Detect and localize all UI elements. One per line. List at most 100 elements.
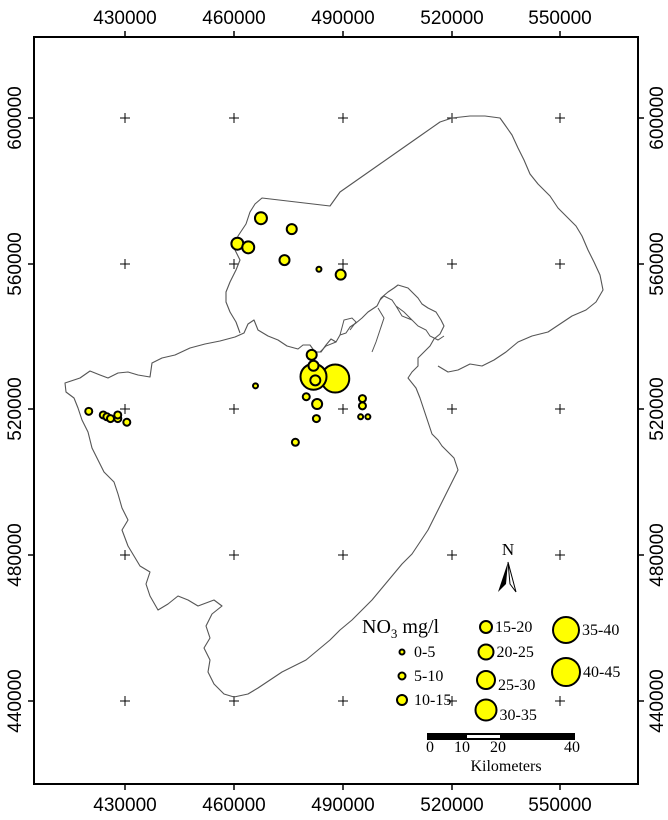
sample-point <box>241 240 256 255</box>
scale-unit: Kilometers <box>470 758 541 775</box>
legend-label: 5-10 <box>414 668 443 685</box>
grid-cross-icon <box>229 113 239 123</box>
x-tick-label-top: 430000 <box>93 8 156 29</box>
sample-point <box>290 437 300 447</box>
scale-bar-segment <box>467 735 500 738</box>
grid-cross-icon <box>555 550 565 560</box>
north-label: N <box>502 540 514 559</box>
legend-symbol-icon <box>396 694 408 706</box>
scale-label-20: 20 <box>490 739 506 756</box>
x-tick-label-top: 490000 <box>311 8 374 29</box>
grid-cross-icon <box>447 259 457 269</box>
x-tick-label-bottom: 550000 <box>528 795 591 816</box>
sample-point <box>305 348 318 361</box>
x-tick-label-top: 520000 <box>420 8 483 29</box>
sample-point <box>301 392 311 402</box>
grid-cross-icon <box>229 696 239 706</box>
x-axis-top: 430000 460000 490000 520000 550000 <box>93 8 592 37</box>
legend-label: 40-45 <box>583 664 620 681</box>
legend-label: 15-20 <box>495 619 532 636</box>
grid-cross-icon <box>338 259 348 269</box>
legend-symbol-icon <box>479 620 493 634</box>
grid-cross-icon <box>555 696 565 706</box>
sample-point <box>315 265 323 273</box>
sample-point <box>113 410 123 420</box>
north-arrow-left-half-icon <box>498 562 508 592</box>
y-tick-label-right: 600000 <box>647 86 668 149</box>
legend: NO3 mg/l 0-5 5-10 10-15 15-20 20-25 25-30 30-3… <box>362 616 620 724</box>
x-tick-label-bottom: 460000 <box>202 795 265 816</box>
sample-point <box>122 417 132 427</box>
sample-point <box>357 401 367 411</box>
scale-label-0: 0 <box>426 739 434 756</box>
sample-point <box>334 268 347 281</box>
x-tick-label-bottom: 520000 <box>420 795 483 816</box>
grid-cross-icon <box>338 404 348 414</box>
scale-label-40: 40 <box>564 739 580 756</box>
sample-point <box>84 406 94 416</box>
y-tick-label-right: 480000 <box>647 523 668 586</box>
x-tick-label-top: 550000 <box>528 8 591 29</box>
y-tick-label-left: 520000 <box>5 377 26 440</box>
north-arrow: N <box>498 540 517 593</box>
y-axis-right: 600000 560000 520000 480000 440000 <box>638 86 668 733</box>
legend-symbol-icon <box>552 616 580 644</box>
y-tick-label-right: 520000 <box>647 377 668 440</box>
sample-point <box>106 414 115 424</box>
grid-cross-icon <box>555 259 565 269</box>
legend-label: 0-5 <box>414 644 435 661</box>
north-arrow-right-half-icon <box>507 561 517 593</box>
sample-point <box>357 394 367 404</box>
grid-cross-icon <box>229 259 239 269</box>
sample-point <box>278 254 291 267</box>
nitrate-sample-points <box>84 211 372 447</box>
grid-cross-icon <box>120 113 130 123</box>
sample-point <box>252 382 259 390</box>
grid-cross-icon <box>338 550 348 560</box>
scale-bar: 0 10 20 40 Kilometers <box>426 733 580 775</box>
map-frame <box>33 36 639 785</box>
legend-label: 10-15 <box>414 692 451 709</box>
y-axis-left: 600000 560000 520000 480000 440000 <box>5 86 34 733</box>
y-tick-label-left: 440000 <box>5 669 26 732</box>
legend-symbol-icon <box>476 670 496 690</box>
grid-cross-icon <box>555 404 565 414</box>
sample-point <box>309 374 322 387</box>
legend-symbol-icon <box>397 671 407 681</box>
y-tick-label-left: 560000 <box>5 232 26 295</box>
legend-label: 25-30 <box>498 677 535 694</box>
grid-cross-icon <box>338 696 348 706</box>
inlet-detail <box>319 295 445 353</box>
grid-cross-icon <box>120 404 130 414</box>
sample-point <box>364 413 372 421</box>
y-tick-label-right: 560000 <box>647 232 668 295</box>
grid-cross-icon <box>120 550 130 560</box>
grid-cross-icon <box>555 113 565 123</box>
sample-point <box>285 223 298 236</box>
y-tick-label-left: 600000 <box>5 86 26 149</box>
grid-cross-icon <box>447 404 457 414</box>
sample-point <box>307 359 320 372</box>
legend-symbol-icon <box>474 698 498 722</box>
legend-symbol-icon <box>477 643 495 661</box>
x-axis-bottom: 430000 460000 490000 520000 550000 <box>93 784 592 816</box>
legend-label: 35-40 <box>582 622 619 639</box>
grid-cross-icon <box>229 404 239 414</box>
x-tick-label-bottom: 490000 <box>311 795 374 816</box>
scale-bar-bar <box>427 733 575 740</box>
sample-point <box>357 413 365 421</box>
grid-cross-icon <box>447 696 457 706</box>
grid-cross-icon <box>120 259 130 269</box>
sample-point <box>253 211 268 226</box>
legend-label: 20-25 <box>497 644 534 661</box>
legend-symbol-icon <box>398 648 406 656</box>
y-tick-label-left: 480000 <box>5 523 26 586</box>
sample-point <box>311 414 321 424</box>
grid-cross-icon <box>447 550 457 560</box>
x-tick-label-top: 460000 <box>202 8 265 29</box>
y-tick-label-right: 440000 <box>647 669 668 732</box>
legend-label: 30-35 <box>500 707 537 724</box>
legend-title: NO3 mg/l <box>362 616 440 641</box>
sample-point <box>311 398 324 411</box>
